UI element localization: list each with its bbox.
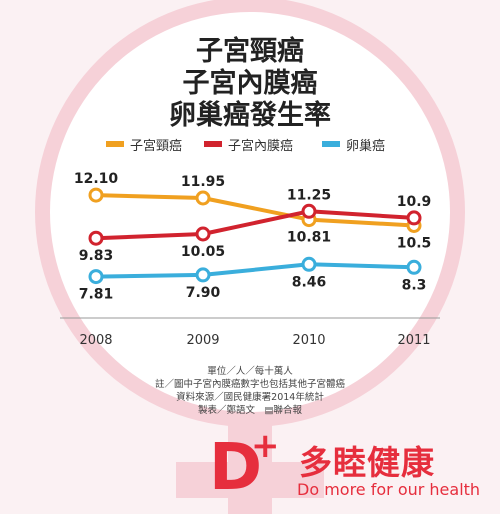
data-point xyxy=(406,259,422,275)
data-label: 12.10 xyxy=(74,171,119,187)
data-label: 7.90 xyxy=(186,285,221,301)
legend-label-endometrial: 子宮內膜癌 xyxy=(228,138,293,154)
series-line xyxy=(95,193,415,228)
data-point xyxy=(301,203,317,219)
series-line xyxy=(95,262,415,279)
x-axis-ticks: 2008 2009 2010 2011 xyxy=(79,333,430,348)
note-source: 資料來源／國民健康署2014年統計 xyxy=(176,392,324,403)
x-tick-label: 2010 xyxy=(292,333,325,348)
data-label: 8.46 xyxy=(292,274,327,290)
data-label: 9.83 xyxy=(79,248,114,264)
data-label: 10.5 xyxy=(397,236,432,252)
note-credit: 製表／鄭語文 ▤聯合報 xyxy=(198,405,302,416)
data-point xyxy=(195,190,211,206)
data-point xyxy=(301,256,317,272)
series-2: 7.81 7.90 8.46 8.3 xyxy=(79,256,427,303)
data-point xyxy=(195,267,211,283)
series-layer: 12.10 11.95 10.81 10.5 9.83 10.05 11.25 10.9 7.8… xyxy=(74,171,431,303)
legend-swatch-endometrial xyxy=(204,141,222,147)
series-0: 12.10 11.95 10.81 10.5 xyxy=(74,171,431,251)
x-tick-label: 2011 xyxy=(397,333,430,348)
note-footnote: 註／圖中子宮內膜癌數字也包括其他子宮體癌 xyxy=(154,379,345,390)
legend-swatch-ovarian xyxy=(322,141,340,147)
data-label: 7.81 xyxy=(79,287,114,303)
x-tick-label: 2009 xyxy=(186,333,219,348)
data-point xyxy=(195,226,211,242)
symbol-crossbar xyxy=(176,462,324,498)
legend-swatch-cervical xyxy=(106,141,124,147)
logo-slogan: Do more for our health xyxy=(297,480,481,499)
data-label: 10.81 xyxy=(287,230,331,246)
title-line-3: 卵巢癌發生率 xyxy=(169,99,331,131)
data-point xyxy=(88,269,104,285)
logo-plus-icon: + xyxy=(251,426,280,466)
data-label: 10.05 xyxy=(181,244,225,260)
data-label: 10.9 xyxy=(397,194,432,210)
data-point xyxy=(406,210,422,226)
legend: 子宮頸癌 子宮內膜癌 卵巢癌 xyxy=(106,138,385,154)
series-1: 9.83 10.05 11.25 10.9 xyxy=(79,187,432,264)
data-label: 11.95 xyxy=(181,174,225,190)
data-label: 11.25 xyxy=(287,187,331,203)
ring-inner xyxy=(50,12,450,412)
legend-label-cervical: 子宮頸癌 xyxy=(130,138,182,154)
legend-label-ovarian: 卵巢癌 xyxy=(346,138,385,154)
data-point xyxy=(88,230,104,246)
series-line xyxy=(95,209,415,241)
logo-name: 多睦健康 xyxy=(299,443,435,482)
brand-logo: D + 多睦健康 Do more for our health xyxy=(205,426,500,512)
data-point xyxy=(88,187,104,203)
title-line-2: 子宮內膜癌 xyxy=(183,67,318,99)
data-label: 8.3 xyxy=(402,277,427,293)
x-tick-label: 2008 xyxy=(79,333,112,348)
note-unit: 單位／人／每十萬人 xyxy=(207,366,293,377)
title-line-1: 子宮頸癌 xyxy=(196,35,304,67)
logo-letter: D xyxy=(209,431,263,505)
